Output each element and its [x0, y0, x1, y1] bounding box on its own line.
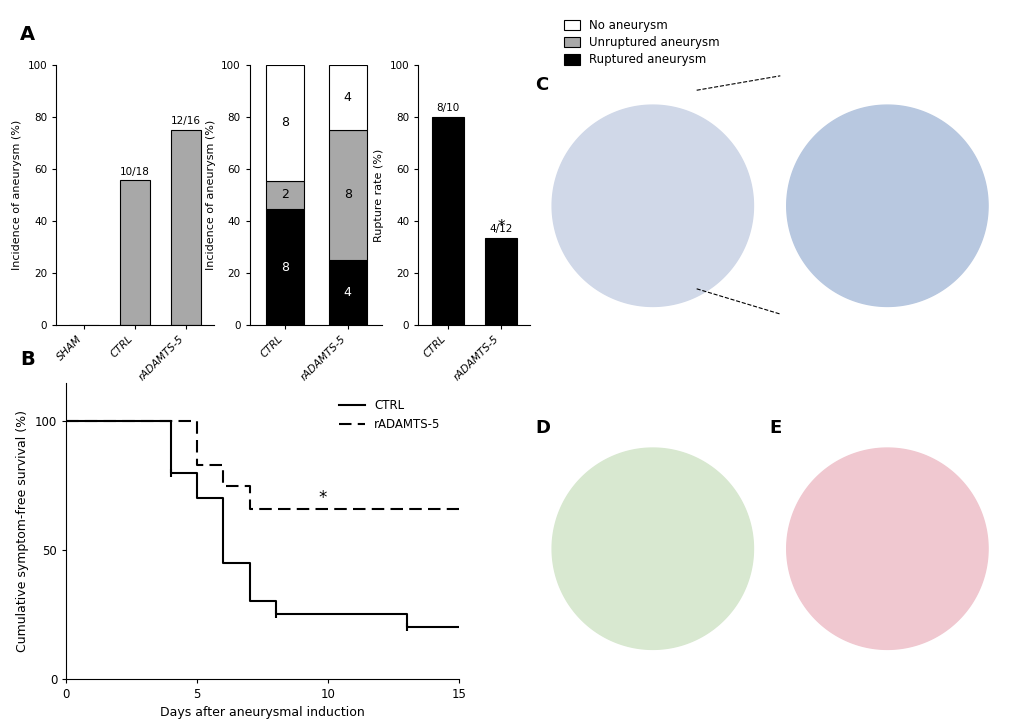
X-axis label: Days after aneurysmal induction: Days after aneurysmal induction [160, 706, 365, 719]
Y-axis label: Rupture rate (%): Rupture rate (%) [374, 148, 383, 242]
Y-axis label: Cumulative symptom-free survival (%): Cumulative symptom-free survival (%) [16, 409, 30, 652]
Bar [328, 260, 367, 325]
Polygon shape [551, 105, 753, 306]
Text: 4/12: 4/12 [489, 225, 513, 235]
Y-axis label: Incidence of aneurysm (%): Incidence of aneurysm (%) [12, 120, 21, 270]
Text: B: B [20, 350, 35, 369]
Text: D: D [534, 419, 549, 438]
Polygon shape [551, 448, 753, 649]
Text: 4: 4 [343, 91, 352, 104]
Bar [120, 180, 151, 325]
Text: A: A [20, 25, 36, 44]
Bar [328, 130, 367, 260]
Bar [171, 130, 202, 325]
Polygon shape [786, 448, 987, 649]
Text: *: * [318, 490, 327, 508]
Text: C: C [534, 77, 547, 95]
Bar [265, 209, 304, 325]
Text: 12/16: 12/16 [171, 116, 201, 126]
Y-axis label: Incidence of aneurysm (%): Incidence of aneurysm (%) [206, 120, 215, 270]
Bar [265, 65, 304, 180]
Bar [431, 117, 464, 325]
Polygon shape [786, 105, 987, 306]
Text: 10/18: 10/18 [120, 167, 150, 177]
Legend: No aneurysm, Unruptured aneurysm, Ruptured aneurysm: No aneurysm, Unruptured aneurysm, Ruptur… [561, 17, 721, 69]
Bar [484, 238, 517, 325]
Text: E: E [769, 419, 782, 438]
Legend: CTRL, rADAMTS-5: CTRL, rADAMTS-5 [333, 394, 445, 436]
Text: 4: 4 [343, 286, 352, 299]
Bar [328, 65, 367, 130]
Bar [265, 180, 304, 209]
Text: 8: 8 [280, 261, 288, 274]
Text: 8/10: 8/10 [435, 103, 459, 113]
Text: 8: 8 [280, 116, 288, 129]
Text: 8: 8 [343, 188, 352, 201]
Text: 2: 2 [280, 188, 288, 201]
Text: *: * [496, 219, 504, 234]
